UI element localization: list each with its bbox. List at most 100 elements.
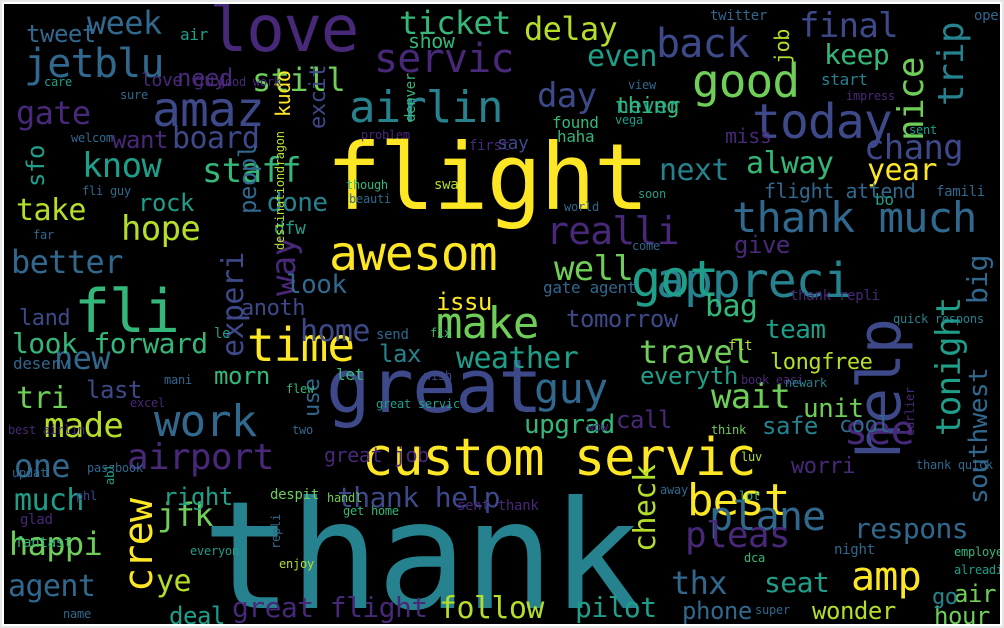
cloud-word: updat xyxy=(12,466,47,480)
cloud-word: gate xyxy=(16,94,91,132)
cloud-word: lot xyxy=(739,489,760,503)
cloud-word: jetblu xyxy=(24,41,165,87)
cloud-word: best airlin xyxy=(8,423,85,437)
cloud-word: twitter xyxy=(710,8,768,24)
cloud-word: issu xyxy=(436,288,492,316)
cloud-word: hour xyxy=(934,602,990,624)
cloud-word: look xyxy=(286,270,347,300)
cloud-word: book easi xyxy=(741,373,804,387)
cloud-word: done xyxy=(267,188,328,218)
cloud-word: week xyxy=(87,4,162,42)
cloud-word: luv xyxy=(741,450,762,464)
cloud-word: want xyxy=(112,126,168,154)
cloud-word: call xyxy=(616,406,672,434)
cloud-word: home xyxy=(300,314,370,349)
cloud-word: sfo xyxy=(22,145,50,187)
cloud-word: sent xyxy=(909,123,937,137)
cloud-word: morn xyxy=(214,362,270,390)
cloud-word: lax xyxy=(379,340,421,368)
cloud-word: fix xyxy=(430,326,451,340)
cloud-word: night xyxy=(834,542,875,558)
cloud-word: amaz xyxy=(152,82,265,138)
cloud-word: found xyxy=(552,113,599,132)
cloud-word: flight xyxy=(326,124,649,231)
cloud-word: gate agent xyxy=(543,278,637,297)
cloud-word: abl xyxy=(103,464,117,485)
cloud-word: impress xyxy=(846,89,895,103)
cloud-word: worri xyxy=(791,454,856,479)
cloud-word: take xyxy=(16,193,86,228)
cloud-word: check xyxy=(628,464,663,552)
cloud-word: great job xyxy=(324,443,429,467)
cloud-word: fantast xyxy=(15,535,73,551)
cloud-word: pleas xyxy=(685,515,790,556)
cloud-word: next xyxy=(659,153,729,188)
cloud-word: plane xyxy=(709,494,826,540)
cloud-word: best xyxy=(687,475,790,526)
cloud-word: newark xyxy=(785,376,827,390)
cloud-word: well xyxy=(554,249,634,289)
cloud-word: despit xyxy=(270,487,319,503)
cloud-word: air xyxy=(954,580,996,608)
cloud-word: mani xyxy=(164,373,192,387)
cloud-word: trip xyxy=(931,22,972,106)
cloud-word: appreci xyxy=(656,253,853,309)
cloud-word: wait xyxy=(711,377,791,417)
cloud-word: thing xyxy=(615,94,680,119)
cloud-word: view xyxy=(628,78,656,92)
cloud-word: safe xyxy=(762,412,818,440)
cloud-word: year xyxy=(867,153,937,188)
cloud-word: thank repli xyxy=(790,288,880,304)
cloud-word: come xyxy=(632,239,660,253)
cloud-word: respons xyxy=(854,512,969,545)
cloud-word: passbook xyxy=(87,461,143,475)
cloud-word: better xyxy=(11,243,123,281)
cloud-word: excel xyxy=(130,396,165,410)
cloud-word: tomorrow xyxy=(566,305,678,333)
cloud-word: follow xyxy=(439,591,544,624)
cloud-word: famili xyxy=(936,184,985,200)
cloud-word: denver xyxy=(403,73,419,122)
cloud-word: air xyxy=(180,25,208,44)
cloud-word: guy xyxy=(534,364,608,413)
cloud-word: welcom xyxy=(71,131,113,145)
cloud-word: first xyxy=(469,138,510,154)
cloud-word: alway xyxy=(746,146,834,181)
cloud-word: travel xyxy=(639,333,751,371)
cloud-word: great xyxy=(326,344,543,430)
cloud-word: still xyxy=(252,61,346,99)
cloud-word: amp xyxy=(851,554,922,600)
cloud-word: soon xyxy=(638,187,666,201)
cloud-word: deserv xyxy=(13,354,69,373)
cloud-word: good work xyxy=(218,75,281,89)
cloud-word: anoth xyxy=(241,296,306,321)
cloud-word: see xyxy=(844,408,915,454)
cloud-word: make xyxy=(436,298,539,349)
cloud-word: airlin xyxy=(349,82,504,133)
cloud-word: sure xyxy=(120,88,148,102)
cloud-word: employe xyxy=(954,545,1000,559)
cloud-word: know xyxy=(82,146,162,186)
cloud-word: tri xyxy=(16,381,69,416)
cloud-word: keep xyxy=(824,38,890,71)
cloud-word: destinationdragon xyxy=(273,131,287,250)
cloud-word: thx xyxy=(671,564,728,602)
cloud-word: right xyxy=(163,483,233,511)
cloud-word: ticket xyxy=(399,4,511,42)
cloud-word: delay xyxy=(524,10,618,48)
cloud-word: chang xyxy=(864,128,964,168)
cloud-word: tweet xyxy=(26,20,96,48)
cloud-word: hope xyxy=(121,209,201,249)
cloud-word: southwest xyxy=(964,367,994,504)
cloud-word: love xyxy=(209,4,359,67)
cloud-word: great flight xyxy=(232,591,428,624)
cloud-word: need xyxy=(177,64,233,92)
cloud-word: new xyxy=(54,339,111,377)
cloud-word: super xyxy=(755,603,790,617)
cloud-word: airport xyxy=(127,437,274,478)
cloud-word: dfw xyxy=(274,218,306,239)
cloud-word: work xyxy=(154,396,257,447)
cloud-word: seat xyxy=(764,566,830,599)
cloud-word: open xyxy=(974,8,1000,24)
cloud-word: weather xyxy=(456,341,579,376)
